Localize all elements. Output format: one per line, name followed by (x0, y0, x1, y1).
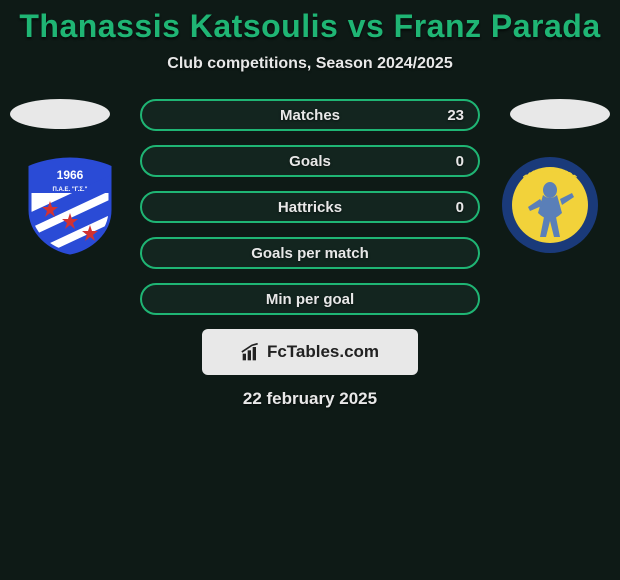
date-label: 22 february 2025 (0, 389, 620, 409)
subtitle: Club competitions, Season 2024/2025 (0, 55, 620, 73)
club-crest-right: PANAITOLIKOS ΠΑΝΑΙΤΩΛΙΚΟΣ (500, 155, 600, 255)
comparison-card: Thanassis Katsoulis vs Franz Parada Club… (0, 0, 620, 580)
player-right-headshot-placeholder (510, 99, 610, 129)
stat-bar-goals: Goals 0 (140, 145, 480, 177)
club-crest-left-svg: 1966 Π.Α.Ε. "Γ.Σ." (20, 155, 120, 255)
stat-label: Min per goal (266, 291, 354, 308)
stat-label: Goals per match (251, 245, 369, 262)
bar-chart-icon (241, 342, 261, 362)
player-left-headshot-placeholder (10, 99, 110, 129)
club-crest-left: 1966 Π.Α.Ε. "Γ.Σ." (20, 155, 120, 255)
svg-text:Π.Α.Ε. "Γ.Σ.": Π.Α.Ε. "Γ.Σ." (53, 187, 88, 193)
stat-bars: Matches 23 Goals 0 Hattricks 0 Goals per… (140, 99, 480, 315)
stat-bar-hattricks: Hattricks 0 (140, 191, 480, 223)
stat-value-right: 0 (456, 199, 464, 216)
stat-value-right: 23 (447, 107, 464, 124)
stat-label: Matches (280, 107, 340, 124)
stat-bar-min-per-goal: Min per goal (140, 283, 480, 315)
page-title: Thanassis Katsoulis vs Franz Parada (0, 8, 620, 45)
club-crest-right-svg: PANAITOLIKOS ΠΑΝΑΙΤΩΛΙΚΟΣ (500, 155, 600, 255)
stat-bar-matches: Matches 23 (140, 99, 480, 131)
stat-bar-goals-per-match: Goals per match (140, 237, 480, 269)
comparison-body: 1966 Π.Α.Ε. "Γ.Σ." (0, 99, 620, 315)
stat-label: Hattricks (278, 199, 342, 216)
svg-text:1966: 1966 (57, 168, 84, 182)
source-logo-text: FcTables.com (267, 342, 379, 362)
stat-value-right: 0 (456, 153, 464, 170)
source-logo-box: FcTables.com (202, 329, 418, 375)
stat-label: Goals (289, 153, 331, 170)
